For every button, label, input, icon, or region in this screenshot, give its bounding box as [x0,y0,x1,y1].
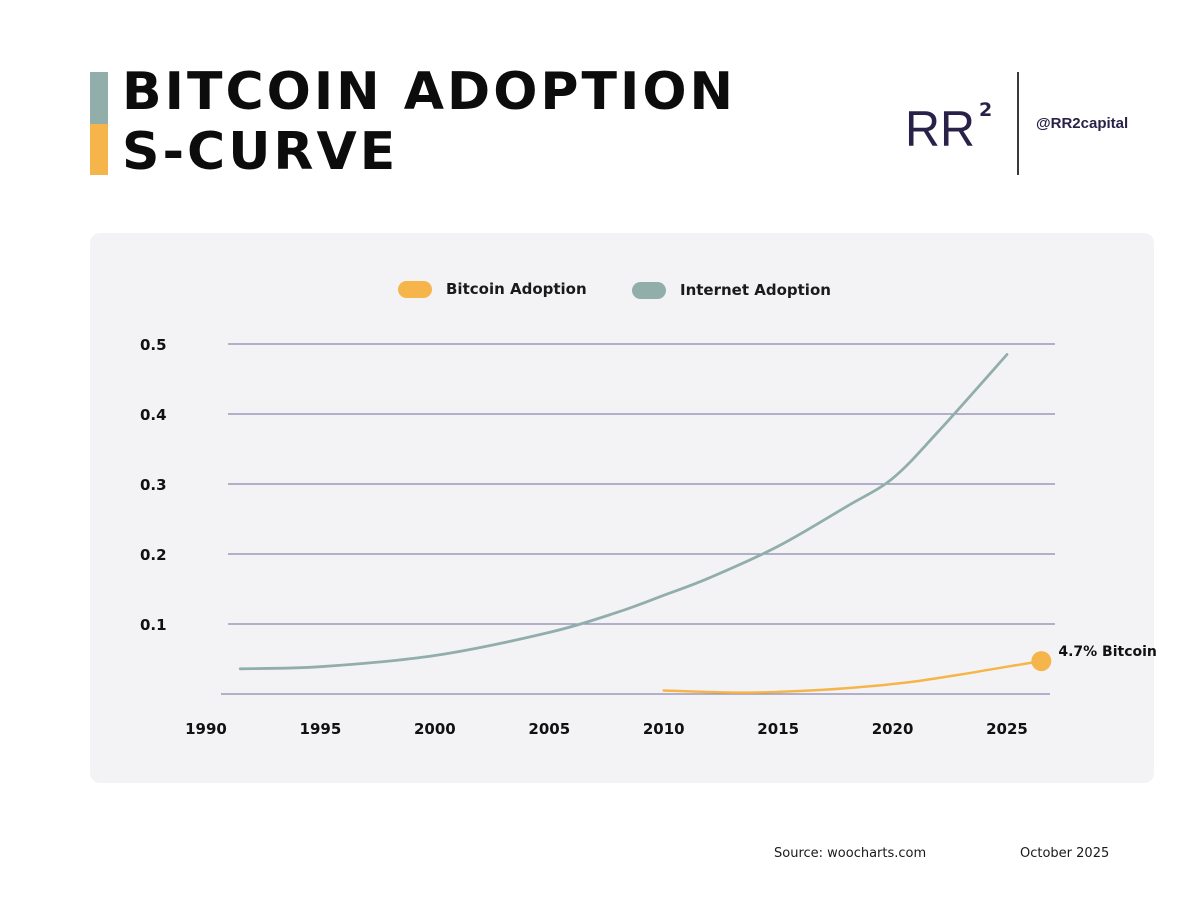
page-title-line-1: BITCOIN ADOPTION [122,62,737,122]
x-tick-label: 2020 [872,720,914,738]
x-tick-label: 1990 [185,720,227,738]
legend-swatch-internet [632,281,666,299]
legend-label-bitcoin: Bitcoin Adoption [446,280,587,298]
x-tick-label: 2005 [528,720,570,738]
page-title-line-2: S-CURVE [122,122,399,182]
legend-swatch-bitcoin [398,280,432,298]
x-tick-label: 2025 [986,720,1028,738]
publish-date: October 2025 [1020,846,1110,861]
bitcoin-annotation-label: 4.7% Bitcoin [1058,644,1157,660]
x-tick-label: 2010 [643,720,685,738]
title-accent-bar-top [90,72,108,124]
x-tick-label: 2015 [757,720,799,738]
rr2-logo: RR 2 [905,99,992,150]
social-handle: @RR2capital [1036,115,1129,132]
y-tick-label: 0.3 [140,476,167,494]
logo-superscript: 2 [979,99,992,121]
bitcoin-endpoint-marker [1031,651,1052,672]
bitcoin-adoption-line [662,659,1043,694]
y-tick-label: 0.2 [140,546,167,564]
legend-label-internet: Internet Adoption [680,281,831,299]
brand-divider [1017,72,1019,175]
x-tick-label: 2000 [414,720,456,738]
chart-panel [90,233,1154,783]
title-accent-bar-bottom [90,124,108,175]
logo-wordmark: RR [905,101,975,150]
y-tick-label: 0.1 [140,616,167,634]
y-tick-label: 0.5 [140,336,167,354]
legend-item-internet: Internet Adoption [632,281,831,299]
x-tick-label: 1995 [300,720,342,738]
internet-adoption-line [238,353,1009,671]
legend-item-bitcoin: Bitcoin Adoption [398,280,587,298]
y-tick-label: 0.4 [140,406,167,424]
source-note: Source: woocharts.com [774,846,927,861]
